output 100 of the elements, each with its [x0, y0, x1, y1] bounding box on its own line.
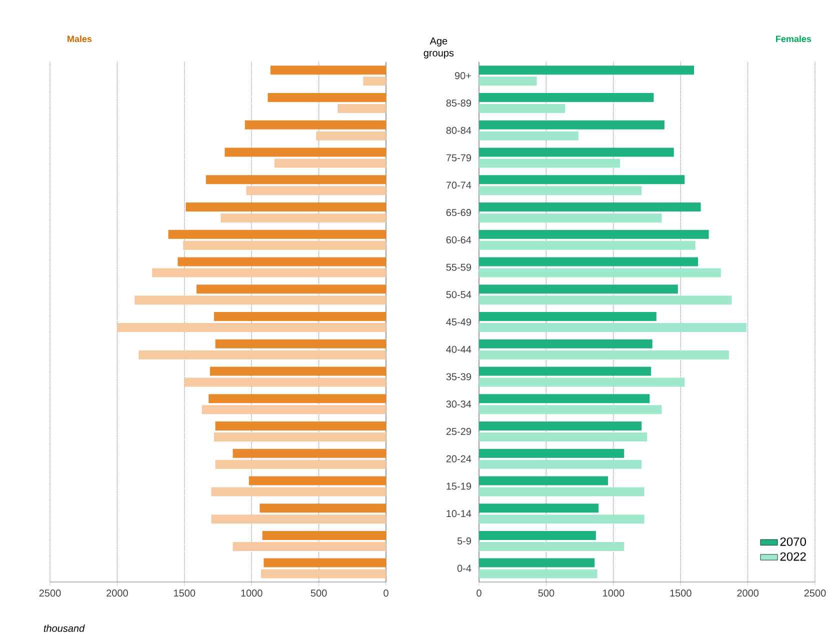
bar — [117, 322, 386, 332]
bar — [215, 421, 386, 430]
bar — [214, 312, 386, 321]
bar — [479, 460, 642, 469]
bar — [261, 569, 386, 578]
x-tick-label: 1000 — [603, 590, 624, 597]
bar — [479, 514, 644, 524]
bar — [479, 312, 656, 321]
x-tick-label: 0 — [384, 590, 388, 597]
bar — [262, 530, 386, 540]
bar — [208, 394, 386, 404]
bar — [168, 230, 386, 239]
y-tick-label: 70-74 — [446, 182, 472, 189]
bar — [215, 460, 386, 469]
y-tick-label: 50-54 — [446, 291, 472, 298]
x-tick-label: 1500 — [174, 590, 196, 597]
x-tick-label: 1500 — [670, 590, 692, 597]
bar — [479, 240, 696, 250]
bar — [479, 432, 648, 442]
bar — [479, 339, 652, 348]
bar — [215, 339, 386, 348]
bar — [479, 230, 709, 239]
bar — [479, 405, 662, 414]
bar — [211, 514, 386, 524]
bar — [479, 504, 599, 513]
y-tick-label: 45-49 — [446, 318, 471, 326]
bar — [479, 268, 721, 278]
bar — [210, 366, 386, 376]
bar — [202, 405, 386, 414]
bar — [479, 322, 746, 332]
x-tick-label: 2500 — [804, 590, 826, 597]
chart-title: Females — [776, 35, 812, 42]
bar — [211, 487, 386, 496]
bar — [268, 93, 386, 102]
chart-title: Males — [68, 35, 92, 42]
x-tick-label: 2500 — [39, 590, 61, 597]
bar — [338, 104, 386, 114]
bar — [246, 186, 386, 196]
bar — [264, 558, 386, 568]
bar — [479, 542, 624, 551]
bar — [479, 476, 608, 486]
legend-label: 2022 — [780, 552, 806, 561]
bar — [316, 131, 386, 140]
bar — [479, 284, 678, 294]
bar — [479, 186, 642, 196]
bar — [260, 504, 386, 513]
bar — [220, 214, 386, 223]
bar — [224, 148, 386, 157]
bar — [479, 296, 732, 305]
bar — [270, 66, 386, 75]
bar — [178, 257, 386, 266]
bar — [479, 394, 650, 404]
y-tick-label: 85-89 — [446, 100, 471, 107]
bar — [138, 350, 386, 360]
bar — [479, 76, 537, 86]
y-axis-title: Age groups — [424, 38, 454, 58]
bar — [479, 448, 624, 458]
bar — [196, 284, 386, 294]
bar — [479, 366, 652, 376]
y-tick-label: 30-34 — [446, 400, 472, 408]
y-tick-label: 75-79 — [446, 154, 471, 162]
text: thousand — [44, 624, 85, 632]
bar — [479, 257, 698, 266]
bar — [479, 202, 701, 212]
bar — [152, 268, 386, 278]
y-tick-label: 5-9 — [457, 537, 472, 544]
bar — [479, 421, 642, 430]
y-tick-label: 25-29 — [446, 428, 471, 436]
bar — [479, 214, 662, 223]
bar — [206, 175, 386, 184]
bar — [479, 148, 674, 157]
bar — [134, 296, 386, 305]
bar — [214, 432, 386, 442]
y-tick-label: 0-4 — [457, 564, 472, 572]
bar — [479, 131, 578, 140]
bar — [479, 350, 729, 360]
bar — [363, 76, 386, 86]
bar — [183, 240, 386, 250]
x-tick-label: 2000 — [737, 590, 759, 597]
x-tick-label: 0 — [476, 590, 482, 597]
bar — [248, 476, 386, 486]
bar — [186, 202, 386, 212]
bar — [184, 378, 386, 387]
y-tick-label: 65-69 — [446, 208, 471, 216]
legend-label: 2070 — [780, 537, 806, 546]
bar — [479, 487, 644, 496]
y-tick-label: 10-14 — [446, 510, 472, 518]
bar — [479, 93, 654, 102]
x-tick-label: 500 — [538, 590, 554, 597]
x-tick-label: 2000 — [106, 590, 128, 597]
x-tick-label: 500 — [310, 590, 327, 597]
bar — [479, 158, 620, 168]
bar — [232, 448, 386, 458]
y-tick-label: 90+ — [454, 72, 471, 80]
y-tick-label: 20-24 — [446, 455, 472, 462]
bar — [274, 158, 386, 168]
bar — [479, 104, 566, 114]
bar — [232, 542, 386, 551]
bar — [479, 66, 694, 75]
y-tick-label: 55-59 — [446, 264, 471, 271]
